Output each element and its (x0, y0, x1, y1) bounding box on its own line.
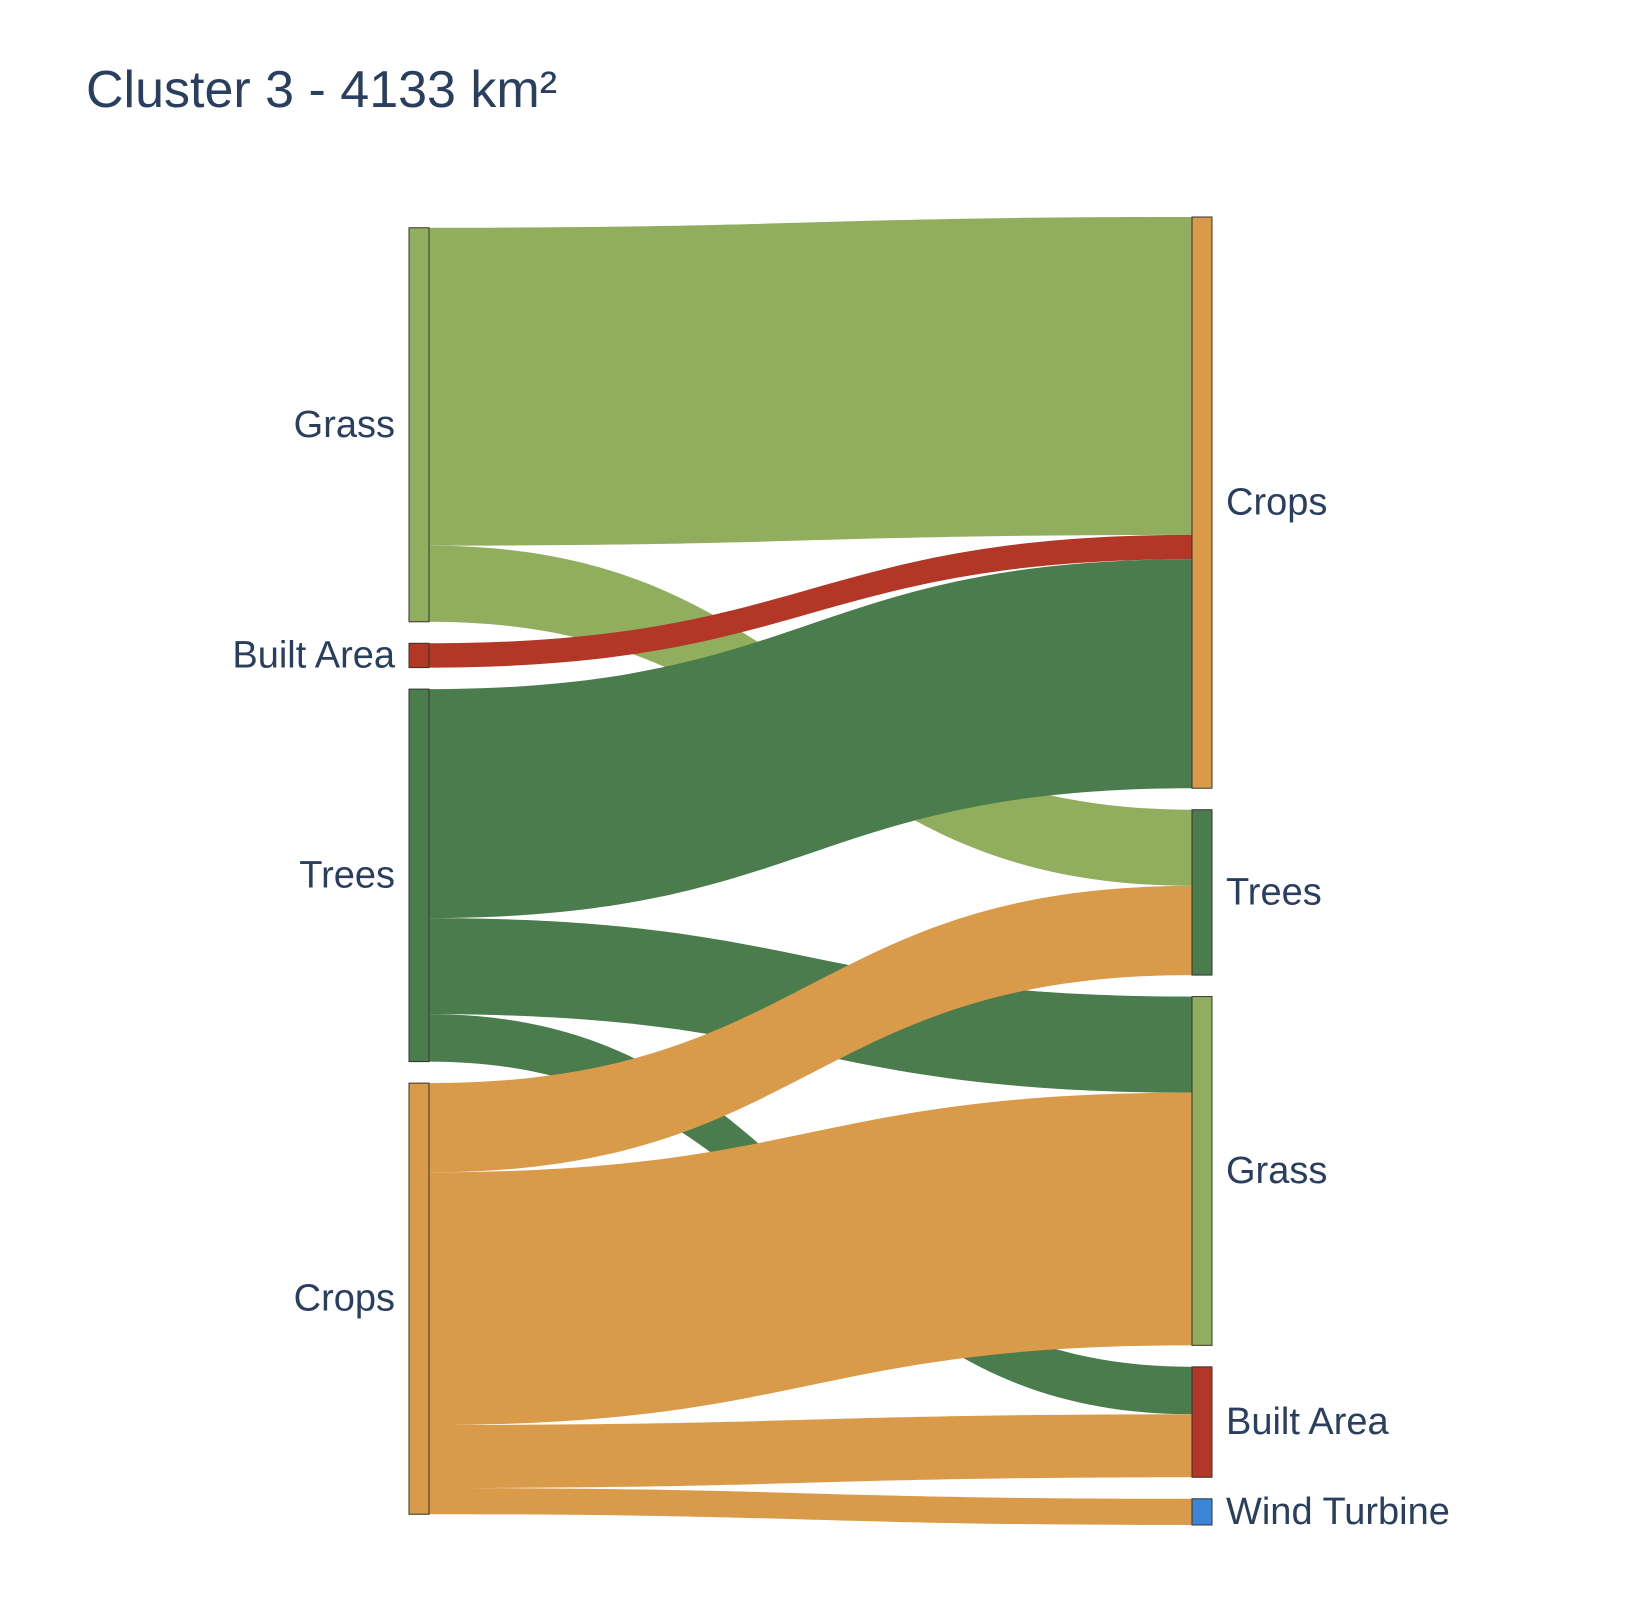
link-crops-to-built-area[interactable] (429, 1414, 1192, 1489)
target-node-grass[interactable] (1191, 996, 1213, 1346)
source-node-built-area[interactable] (408, 642, 430, 669)
target-node-label-grass: Grass (1226, 1150, 1327, 1192)
source-node-crops[interactable] (408, 1082, 430, 1515)
source-node-label-crops: Crops (294, 1278, 395, 1320)
source-node-label-grass: Grass (294, 404, 395, 446)
link-trees-to-crops[interactable] (429, 559, 1192, 919)
target-node-wind-turbine[interactable] (1191, 1498, 1213, 1526)
source-node-grass[interactable] (408, 227, 430, 623)
link-crops-to-grass[interactable] (429, 1092, 1192, 1426)
source-node-label-built-area: Built Area (232, 634, 396, 676)
target-node-label-crops: Crops (1226, 482, 1327, 524)
target-node-crops[interactable] (1191, 216, 1213, 789)
source-node-trees[interactable] (408, 688, 430, 1063)
chart-title: Cluster 3 - 4133 km² (86, 61, 558, 119)
target-node-label-built-area: Built Area (1226, 1401, 1390, 1443)
sankey-labels: Grass Built Area Trees Crops Crops Trees Grass… (232, 404, 1450, 1533)
target-node-built-area[interactable] (1191, 1366, 1213, 1478)
sankey-nodes (408, 216, 1213, 1526)
sankey-links (429, 217, 1192, 1525)
target-node-label-wind-turbine: Wind Turbine (1226, 1491, 1450, 1533)
target-node-label-trees: Trees (1226, 871, 1322, 913)
source-node-label-trees: Trees (299, 854, 395, 896)
link-built-area-to-crops[interactable] (429, 534, 1192, 668)
link-crops-to-trees[interactable] (429, 885, 1192, 1173)
link-grass-to-crops[interactable] (429, 217, 1192, 546)
target-node-trees[interactable] (1191, 809, 1213, 976)
link-crops-to-wind-turbine[interactable] (429, 1488, 1192, 1525)
